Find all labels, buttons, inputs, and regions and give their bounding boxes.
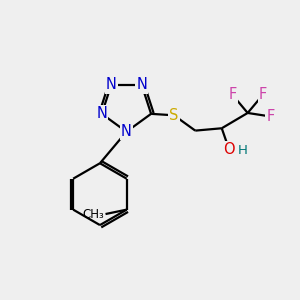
Text: F: F	[228, 87, 236, 102]
Text: S: S	[169, 108, 179, 123]
Text: F: F	[266, 109, 275, 124]
Text: CH₃: CH₃	[82, 208, 104, 220]
Text: H: H	[238, 144, 248, 158]
Text: N: N	[96, 106, 107, 121]
Text: N: N	[121, 124, 132, 139]
Text: F: F	[259, 87, 267, 102]
Text: N: N	[136, 77, 147, 92]
Text: N: N	[106, 77, 117, 92]
Text: O: O	[223, 142, 235, 157]
